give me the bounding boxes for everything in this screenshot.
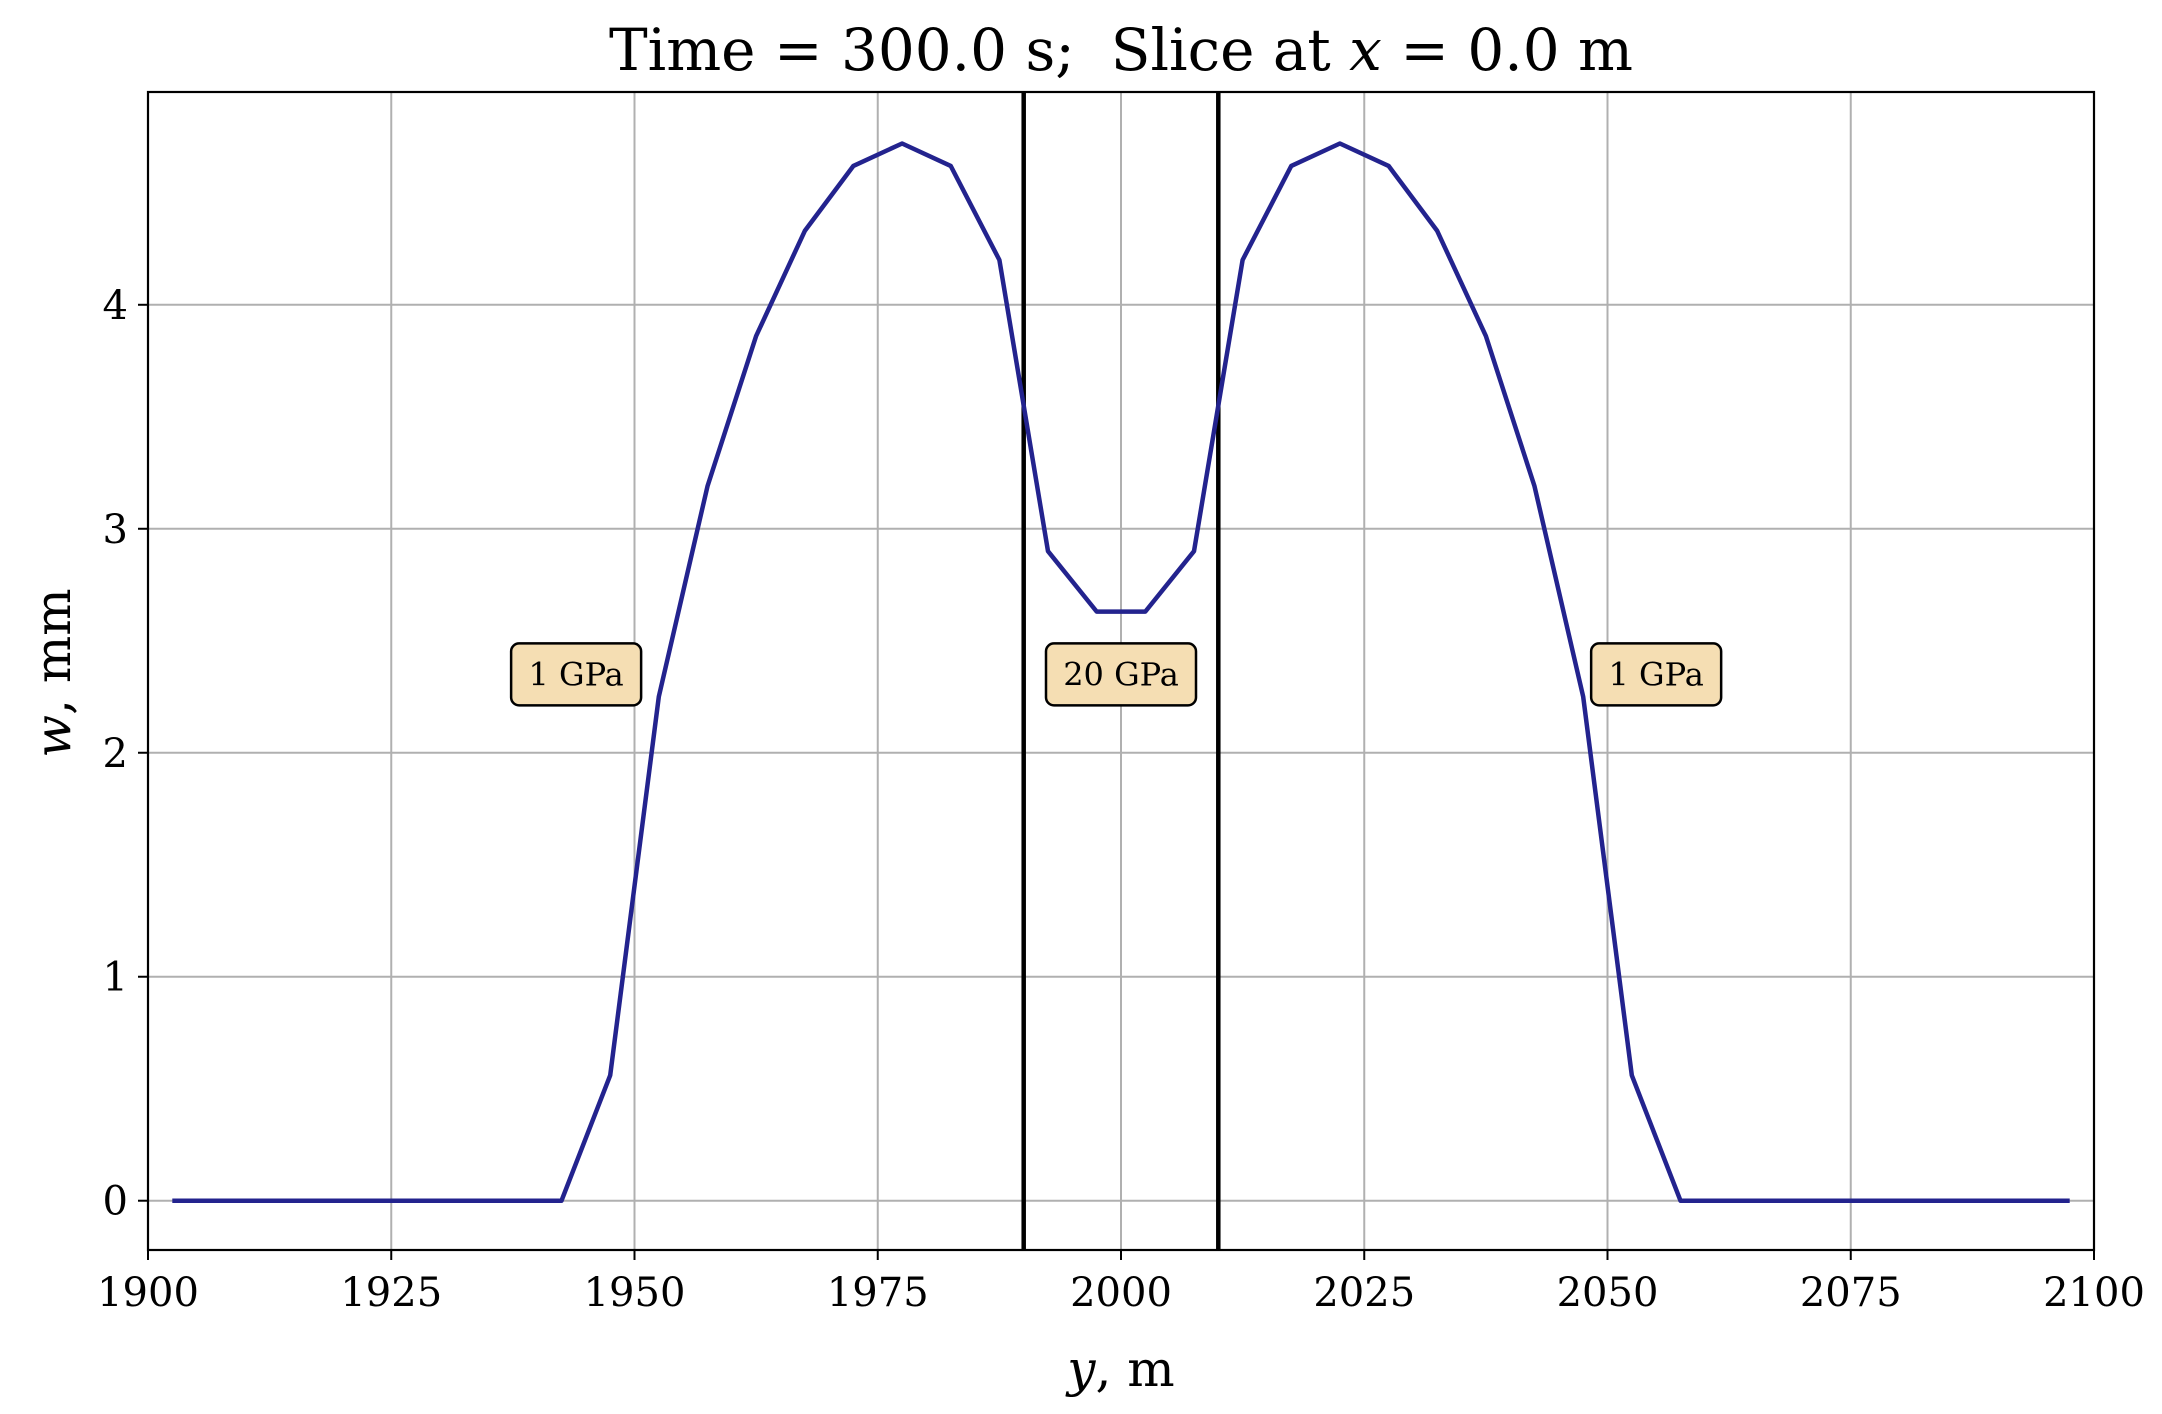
annotations: 1 GPa 20 GPa 1 GPa: [509, 642, 1723, 707]
x-axis-label: y, m: [1065, 1340, 1174, 1398]
annotation-label: 1 GPa: [1609, 655, 1704, 693]
chart-title: Time = 300.0 s; Slice at x = 0.0 m: [609, 16, 1633, 84]
annotation-box-bg: [1044, 642, 1198, 707]
annotation-label: 1 GPa: [528, 655, 623, 693]
x-tick-label: 2025: [1313, 1270, 1415, 1316]
x-tick-label: 1950: [584, 1270, 686, 1316]
x-axis-ticks: 1900 1925 1950 1975 2000 2025 2050 2075 2100: [97, 1250, 2145, 1316]
title-slice-var: x: [1349, 16, 1382, 84]
y-tick-label: 3: [103, 507, 128, 553]
x-tick-label: 1900: [97, 1270, 199, 1316]
y-tick-label: 2: [103, 731, 128, 777]
x-axis-unit: , m: [1096, 1340, 1175, 1398]
y-axis-unit: , mm: [24, 588, 82, 715]
annotation-box-bg: [509, 642, 643, 707]
x-tick-label: 2075: [1800, 1270, 1902, 1316]
x-tick-label: 2050: [1557, 1270, 1659, 1316]
annotation-box: 20 GPa: [1044, 642, 1198, 707]
annotation-label: 20 GPa: [1063, 655, 1179, 693]
title-slice-suffix: = 0.0 m: [1382, 16, 1633, 84]
x-tick-label: 1975: [827, 1270, 929, 1316]
x-tick-label: 2100: [2043, 1270, 2145, 1316]
y-axis-ticks: 0 1 2 3 4: [103, 283, 148, 1225]
annotation-box-bg: [1589, 642, 1723, 707]
series-line: [172, 141, 2070, 1203]
x-axis-var: y: [1065, 1340, 1096, 1398]
annotation-box: 1 GPa: [1589, 642, 1723, 707]
y-tick-label: 1: [103, 955, 128, 1001]
y-axis-label: w, mm: [24, 588, 82, 757]
y-axis-var: w: [24, 715, 82, 758]
annotation-box: 1 GPa: [509, 642, 643, 707]
series-layer: [172, 141, 2070, 1203]
title-slice-prefix: Slice at: [1111, 16, 1349, 84]
x-tick-label: 2000: [1070, 1270, 1172, 1316]
x-tick-label: 1925: [340, 1270, 442, 1316]
title-time: Time = 300.0 s;: [609, 16, 1075, 84]
region-boundaries: [1021, 92, 1221, 1250]
y-tick-label: 4: [103, 283, 128, 329]
y-tick-label: 0: [103, 1179, 128, 1225]
